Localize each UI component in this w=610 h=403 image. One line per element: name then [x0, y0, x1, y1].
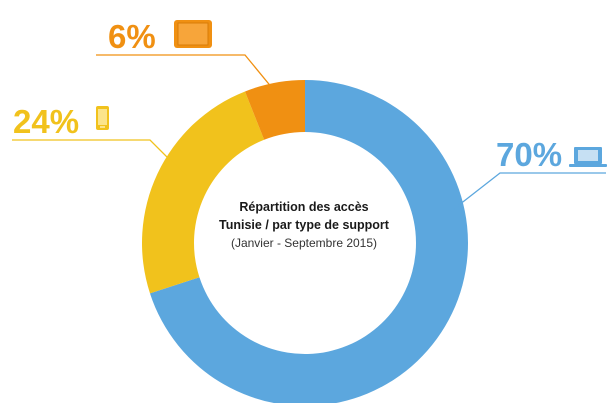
- leader-line-tablet: [96, 54, 283, 101]
- center-title-line-1: Répartition des accès: [239, 200, 368, 214]
- label-smartphone-pct: 24%: [13, 103, 79, 140]
- smartphone-icon: [96, 106, 109, 130]
- center-caption: Répartition des accès Tunisie / par type…: [219, 200, 390, 250]
- tablet-icon: [174, 20, 212, 48]
- center-title-line-2: Tunisie / par type de support: [219, 218, 390, 232]
- leader-line-smartphone: [12, 139, 189, 179]
- label-tablet-pct: 6%: [108, 18, 156, 55]
- center-subtitle: (Janvier - Septembre 2015): [231, 236, 377, 250]
- donut-ring: [141, 80, 468, 403]
- slice-smartphone: [141, 91, 265, 294]
- slice-laptop: [149, 80, 468, 403]
- slice-tablet: [244, 80, 305, 140]
- laptop-icon: [569, 147, 607, 167]
- label-laptop-pct: 70%: [496, 136, 562, 173]
- leader-lines: [12, 54, 606, 213]
- leader-line-laptop: [449, 172, 606, 213]
